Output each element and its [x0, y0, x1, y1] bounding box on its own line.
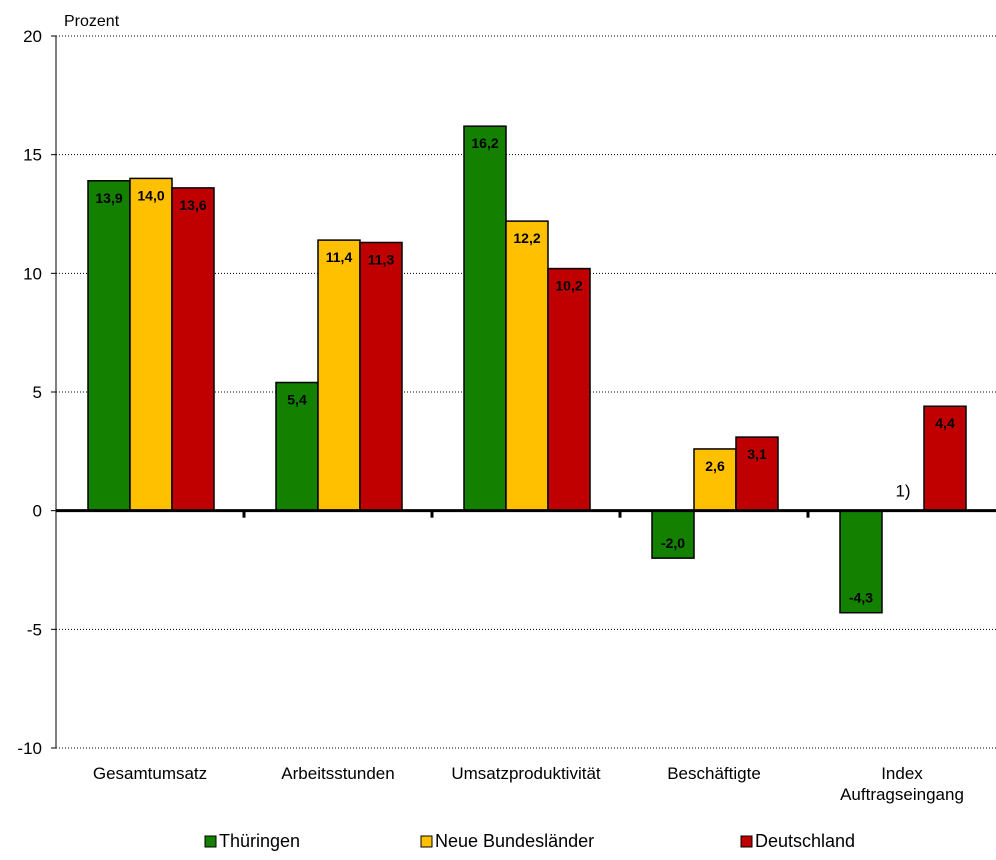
x-tick-label: Gesamtumsatz [93, 764, 207, 783]
data-label: -4,3 [849, 590, 873, 606]
legend: Thüringen Neue Bundesländer Deutschland [204, 831, 855, 851]
x-tick-label: Index [881, 764, 923, 783]
x-tick-label: Arbeitsstunden [281, 764, 394, 783]
y-tick-label: 5 [33, 383, 42, 402]
data-label: 5,4 [287, 392, 307, 408]
bar [651, 509, 695, 559]
y-tick-label: 20 [23, 27, 42, 46]
y-tick-label: -5 [27, 620, 42, 639]
legend-label: Neue Bundesländer [435, 831, 594, 851]
data-label: 13,6 [179, 197, 206, 213]
data-label: 4,4 [935, 415, 955, 431]
y-tick-label: 10 [23, 264, 42, 283]
legend-swatch [740, 835, 753, 848]
bar [87, 180, 131, 512]
y-tick-label: 15 [23, 146, 42, 165]
y-axis-title: Prozent [64, 13, 120, 30]
data-label: 13,9 [95, 190, 122, 206]
bar [129, 177, 173, 512]
bar [317, 239, 361, 512]
x-tick-label: Beschäftigte [667, 764, 761, 783]
data-label: 16,2 [471, 135, 498, 151]
bar [735, 436, 779, 512]
x-tick-label: Auftragseingang [840, 785, 964, 804]
bars [87, 125, 967, 614]
data-label: -2,0 [661, 535, 685, 551]
data-label: 14,0 [137, 187, 164, 203]
bar [463, 125, 507, 512]
bar [171, 187, 215, 512]
y-tick-label: 0 [33, 502, 42, 521]
bar [547, 267, 591, 512]
x-tick-label: Umsatzproduktivität [451, 764, 601, 783]
bar [839, 509, 883, 614]
data-label: 3,1 [747, 446, 767, 462]
bar [505, 220, 549, 512]
bar [923, 405, 967, 512]
annotation: 1) [895, 482, 910, 501]
bar [693, 448, 737, 512]
data-label: 11,3 [368, 251, 395, 267]
data-label: 12,2 [513, 230, 540, 246]
legend-label: Deutschland [755, 831, 855, 851]
legend-swatch [420, 835, 433, 848]
legend-swatch [204, 835, 217, 848]
axes: -10 -5 0 5 10 15 20 Prozent Gesamtumsatz Arbeitss… [17, 13, 996, 804]
legend-label: Thüringen [219, 831, 300, 851]
data-label: 2,6 [705, 458, 725, 474]
y-tick-label: -10 [17, 739, 42, 758]
data-label: 10,2 [555, 278, 582, 294]
bar [275, 381, 319, 512]
data-label: 11,4 [326, 249, 353, 265]
data-labels: 13,9 14,0 13,6 5,4 11,4 11,3 16,2 12,2 10,2 -2,0 2… [95, 135, 955, 606]
bar [359, 241, 403, 512]
